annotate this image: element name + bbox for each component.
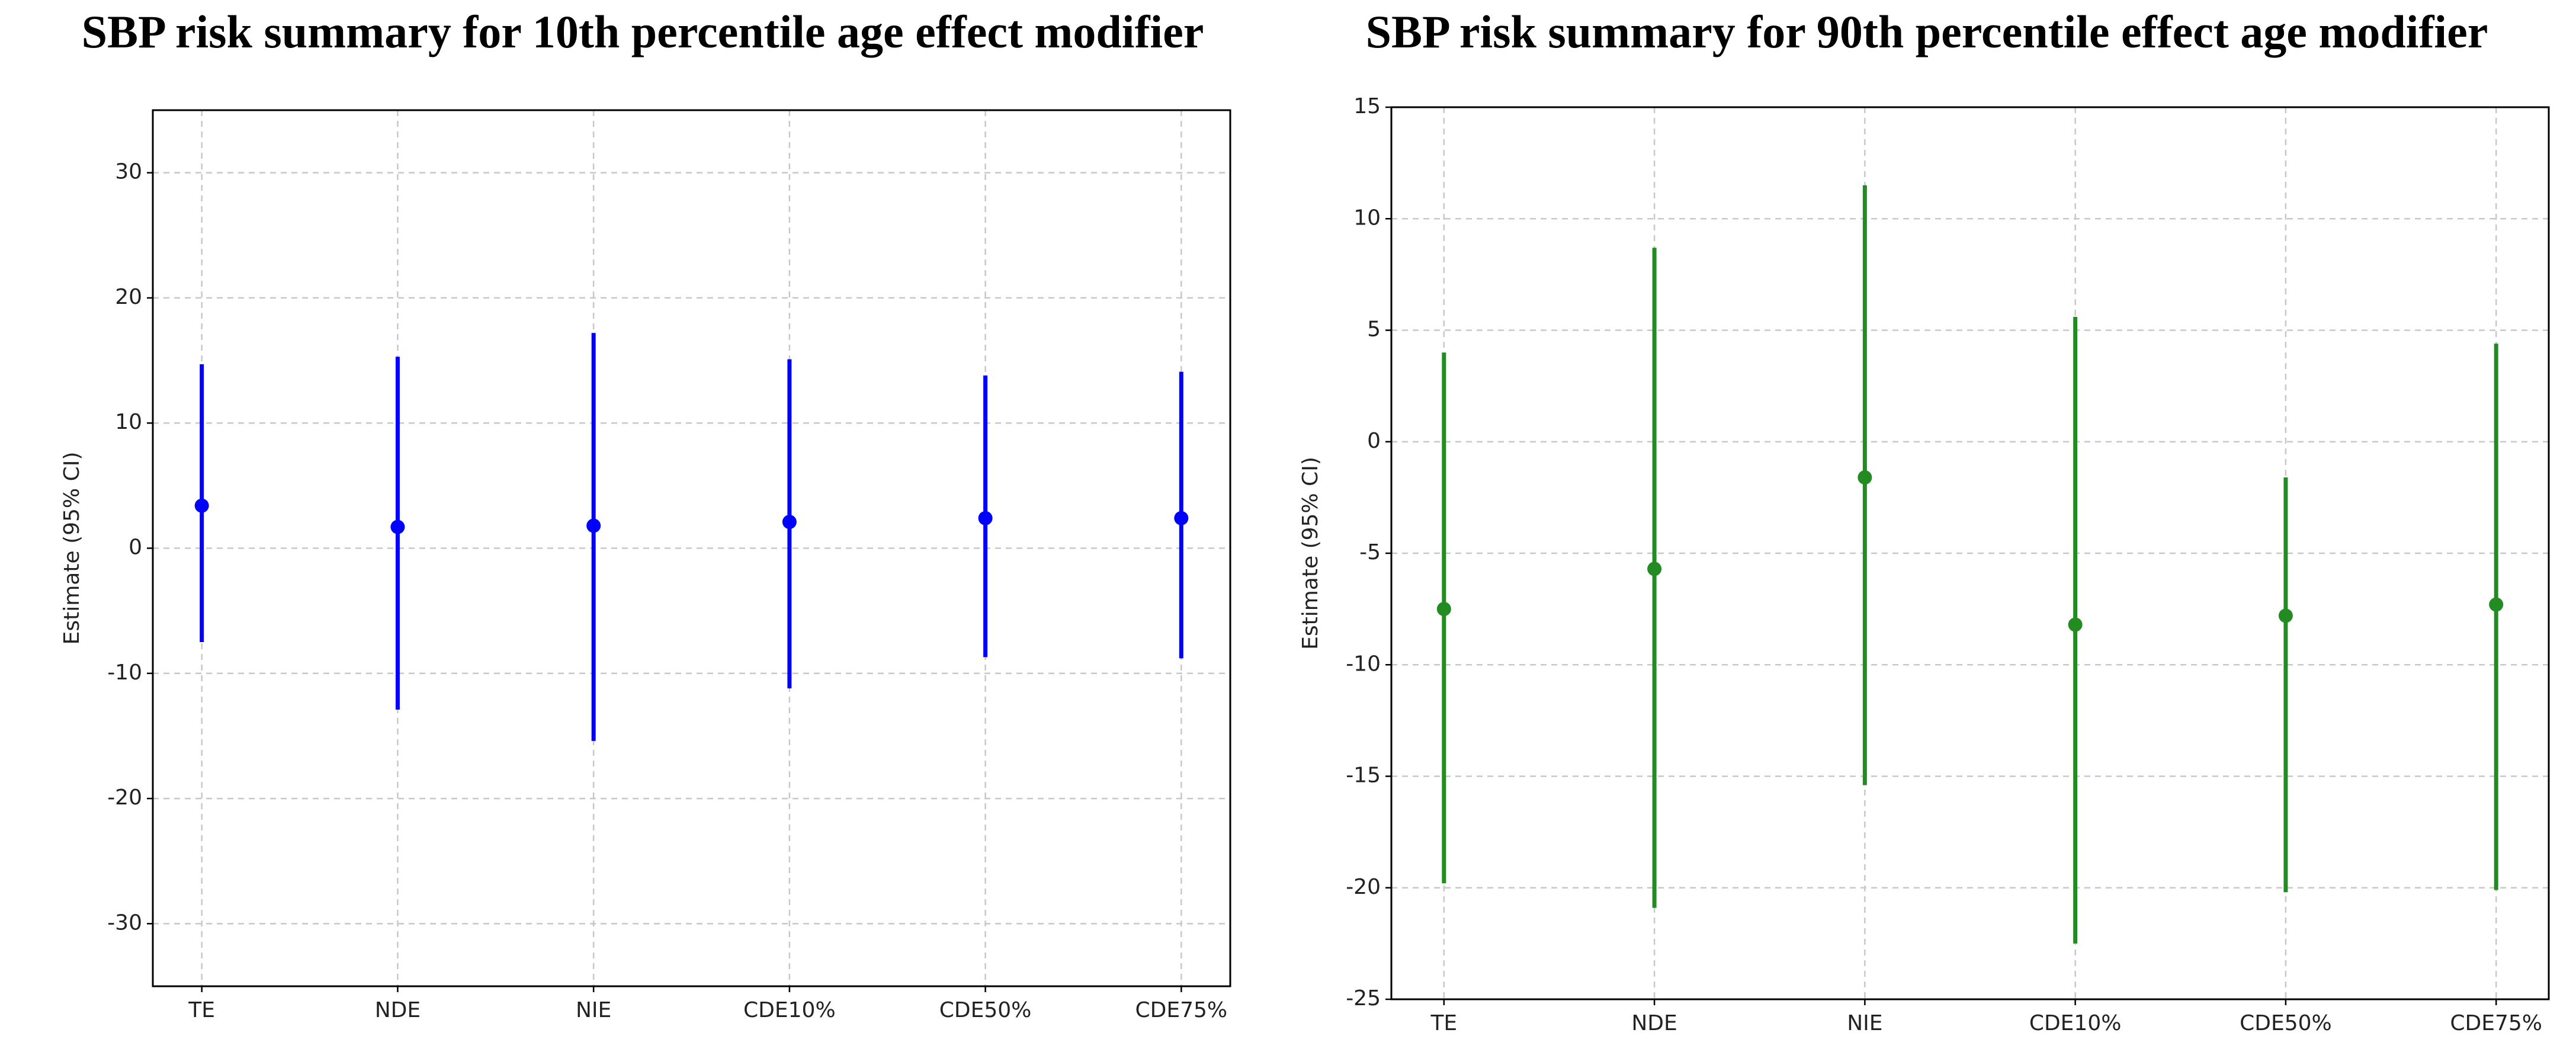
y-tick-label: -25 (1346, 986, 1381, 1011)
y-tick-label: 10 (115, 410, 142, 434)
point-estimate (586, 518, 601, 533)
point-estimate (1174, 511, 1189, 525)
y-tick-label: 0 (1367, 429, 1381, 453)
x-tick-label: CDE75% (2450, 1011, 2542, 1035)
point-estimate (194, 498, 209, 513)
y-tick-label: -10 (1346, 652, 1381, 676)
point-estimate (1436, 602, 1451, 617)
y-tick-label: 15 (1353, 94, 1381, 118)
x-tick-label: TE (188, 998, 215, 1022)
y-tick-label: -20 (1346, 875, 1381, 899)
point-estimate (782, 515, 797, 530)
point-estimate (978, 511, 993, 525)
plot-frame (152, 109, 1231, 987)
x-tick-label: CDE50% (939, 998, 1032, 1022)
x-tick-label: NIE (1847, 1011, 1882, 1035)
chart-title: SBP risk summary for 10th percentile age… (82, 6, 1204, 57)
y-tick-label: -5 (1359, 540, 1381, 565)
y-tick-label: -15 (1346, 764, 1381, 788)
y-tick-label: 5 (1367, 317, 1381, 342)
y-tick-label: 0 (129, 535, 142, 560)
point-estimate (2278, 608, 2293, 623)
x-tick-label: CDE10% (2029, 1011, 2122, 1035)
point-estimate (1647, 562, 1662, 576)
point-estimate (2068, 617, 2083, 632)
plot-frame (1390, 106, 2550, 1000)
y-tick-label: -20 (107, 785, 142, 810)
y-tick-label: 20 (115, 285, 142, 309)
x-tick-label: NIE (576, 998, 611, 1022)
point-estimate (390, 519, 405, 534)
y-tick-label: -30 (107, 910, 142, 935)
x-tick-label: NDE (1631, 1011, 1677, 1035)
x-tick-label: CDE75% (1135, 998, 1228, 1022)
chart-title: SBP risk summary for 90th percentile eff… (1366, 6, 2488, 57)
point-estimate (1858, 470, 1872, 485)
x-tick-label: NDE (375, 998, 421, 1022)
y-tick-label: 30 (115, 160, 142, 184)
x-tick-label: CDE50% (2240, 1011, 2332, 1035)
point-estimate (2489, 597, 2504, 612)
y-tick-label: -10 (107, 660, 142, 685)
x-tick-label: CDE10% (743, 998, 836, 1022)
y-tick-label: 10 (1353, 206, 1381, 230)
y-axis-label: Estimate (95% CI) (1298, 457, 1323, 650)
y-axis-label: Estimate (95% CI) (60, 452, 84, 645)
x-tick-label: TE (1430, 1011, 1457, 1035)
